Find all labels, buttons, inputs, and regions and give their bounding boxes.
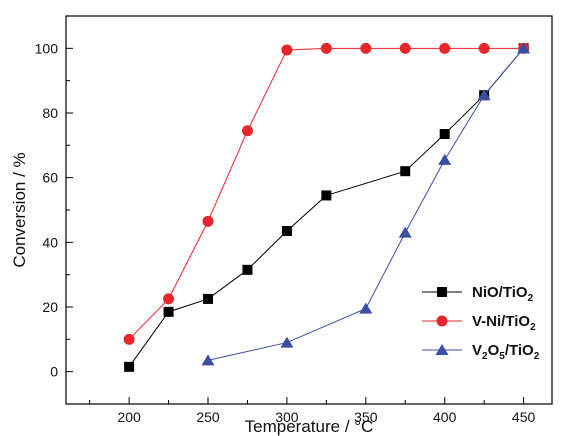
data-point-v-ni-tio2 — [163, 293, 175, 305]
x-tick-label: 350 — [354, 409, 378, 425]
y-tick-label: 40 — [42, 234, 58, 250]
y-tick-label: 0 — [50, 364, 58, 380]
data-point-v2o5-tio2 — [517, 42, 531, 54]
legend-subscript: 5 — [499, 351, 505, 362]
x-axis-label: Temperature / °C — [245, 417, 374, 436]
legend-text: O — [488, 342, 500, 359]
legend-text: V-Ni/TiO — [472, 313, 530, 330]
y-tick-label: 100 — [35, 40, 59, 56]
x-axis-ticks: 200 250 300 350 400 450 — [89, 397, 536, 425]
data-point-v-ni-tio2 — [202, 215, 214, 227]
series-layer — [123, 42, 531, 372]
y-tick-label: 60 — [42, 170, 58, 186]
data-point-v2o5-tio2 — [280, 336, 294, 348]
data-point-v2o5-tio2 — [359, 302, 373, 314]
x-tick-label: 300 — [275, 409, 299, 425]
legend-entry-v2o5-tio2: V2O5/TiO2 — [422, 342, 540, 362]
legend-subscript: 2 — [530, 322, 536, 333]
data-point-nio-tio2 — [281, 226, 292, 237]
data-point-v2o5-tio2 — [438, 153, 452, 165]
legend-label: V2O5/TiO2 — [472, 342, 540, 362]
legend-text: NiO/TiO — [472, 284, 528, 301]
legend-marker — [435, 344, 449, 355]
x-tick-label: 250 — [196, 409, 220, 425]
legend-label: V-Ni/TiO2 — [472, 313, 536, 333]
data-point-v-ni-tio2 — [439, 42, 451, 54]
data-point-nio-tio2 — [163, 306, 174, 317]
y-tick-label: 80 — [42, 105, 58, 121]
legend-text: /TiO — [505, 342, 534, 359]
data-point-v2o5-tio2 — [201, 354, 215, 366]
y-axis-ticks: 0 20 40 60 80 100 — [35, 15, 73, 405]
legend-subscript: 2 — [534, 351, 540, 362]
x-tick-label: 400 — [433, 409, 457, 425]
series-line-nio-tio2 — [128, 48, 524, 368]
legend-subscript: 2 — [528, 293, 534, 304]
data-point-v2o5-tio2 — [398, 226, 412, 238]
legend-subscript: 2 — [482, 351, 488, 362]
data-point-v-ni-tio2 — [241, 125, 253, 137]
data-point-v-ni-tio2 — [123, 333, 135, 345]
data-point-v-ni-tio2 — [399, 42, 411, 54]
data-point-v-ni-tio2 — [320, 42, 332, 54]
data-point-nio-tio2 — [321, 190, 332, 201]
y-axis-label: Conversion / % — [10, 152, 29, 267]
data-point-nio-tio2 — [203, 293, 214, 304]
y-tick-label: 20 — [42, 299, 58, 315]
data-point-nio-tio2 — [124, 361, 135, 372]
series-nio-tio2 — [124, 43, 529, 372]
x-tick-label: 450 — [512, 409, 536, 425]
series-v2o5-tio2 — [201, 42, 531, 366]
legend-marker — [436, 315, 448, 327]
data-point-nio-tio2 — [242, 264, 253, 275]
x-tick-label: 200 — [117, 409, 141, 425]
data-point-nio-tio2 — [400, 166, 411, 177]
legend-entry-nio-tio2: NiO/TiO2 — [422, 284, 534, 304]
legend-label: NiO/TiO2 — [472, 284, 534, 304]
legend-marker — [437, 287, 447, 297]
legend-entry-v-ni-tio2: V-Ni/TiO2 — [422, 313, 536, 333]
legend-text: V — [472, 342, 482, 359]
data-point-v-ni-tio2 — [281, 44, 293, 56]
data-point-v-ni-tio2 — [360, 42, 372, 54]
data-point-nio-tio2 — [439, 129, 450, 140]
data-point-v2o5-tio2 — [477, 89, 491, 101]
data-point-v-ni-tio2 — [478, 42, 490, 54]
